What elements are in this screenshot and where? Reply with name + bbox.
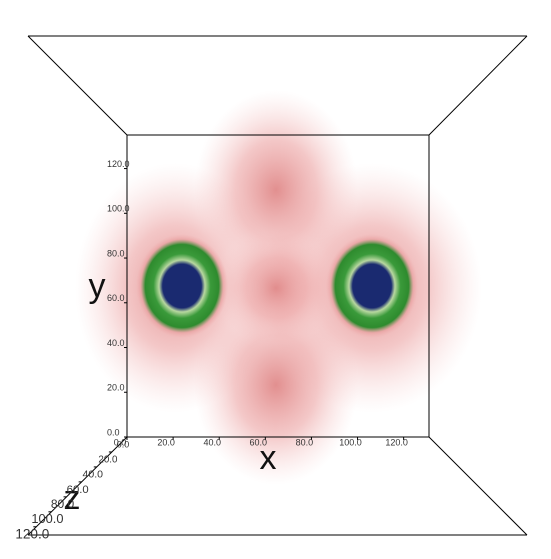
y-tick-label: 120.0 — [107, 159, 130, 169]
y-tick-label: 100.0 — [107, 204, 130, 214]
z-tick-label: 120.0 — [15, 526, 49, 541]
y-tick-label: 60.0 — [107, 293, 125, 303]
x-tick-label: 0.0 — [114, 437, 127, 447]
x-tick-label: 40.0 — [203, 437, 221, 447]
z-tick-label: 100.0 — [31, 511, 63, 526]
z-tick-label: 80.0 — [51, 497, 75, 511]
y-tick-label: 0.0 — [107, 427, 120, 437]
z-tick-label: 0.0 — [117, 439, 130, 449]
y-tick-label: 40.0 — [107, 338, 125, 348]
x-tick-label: 80.0 — [296, 437, 314, 447]
x-tick-label: 20.0 — [157, 437, 175, 447]
z-axis-label: z — [64, 479, 81, 517]
x-tick-label: 60.0 — [250, 437, 268, 447]
y-tick-label: 20.0 — [107, 383, 125, 393]
x-tick-label: 100.0 — [339, 437, 362, 447]
z-tick-label: 20.0 — [98, 455, 118, 466]
z-tick-label: 40.0 — [83, 469, 104, 481]
x-tick-label: 120.0 — [385, 437, 408, 447]
y-axis-label: y — [89, 267, 106, 305]
volume — [75, 90, 482, 485]
x-axis-label: x — [260, 439, 277, 477]
z-tick-label: 60.0 — [67, 484, 89, 496]
frame — [27, 35, 528, 536]
y-tick-label: 80.0 — [107, 248, 125, 258]
